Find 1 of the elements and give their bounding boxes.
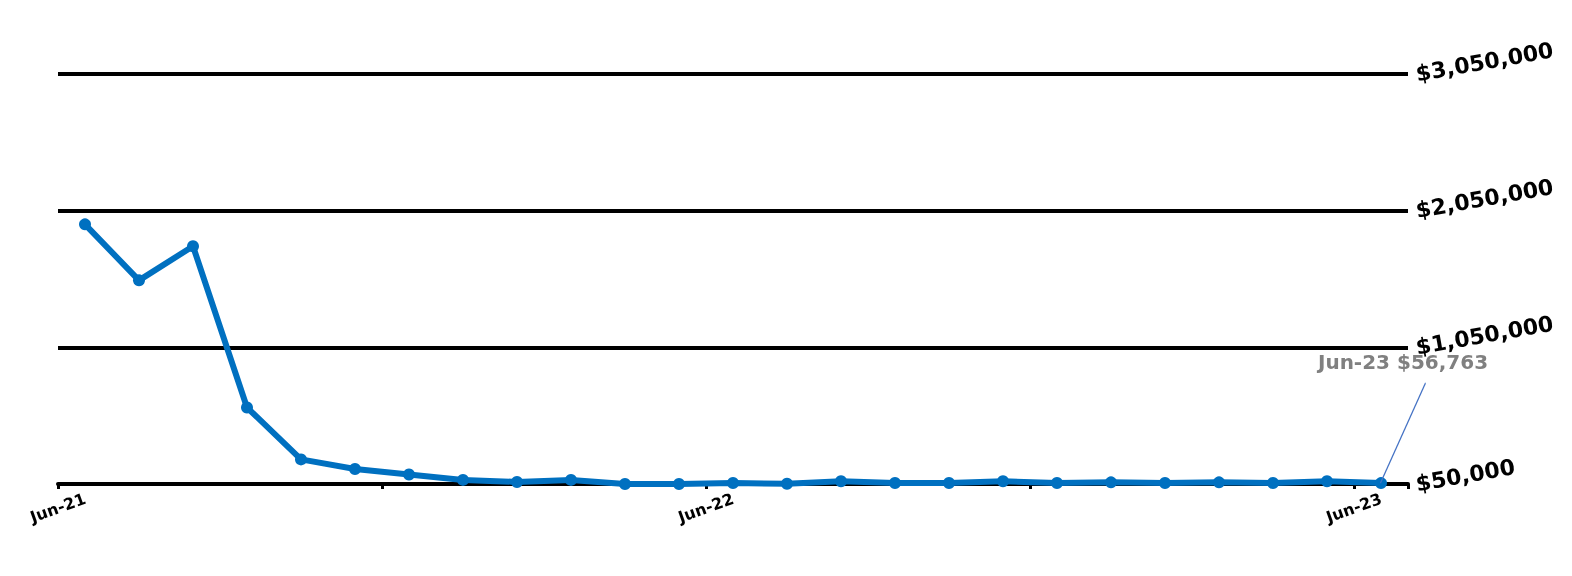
y-tick-label: $50,000: [1413, 454, 1517, 497]
